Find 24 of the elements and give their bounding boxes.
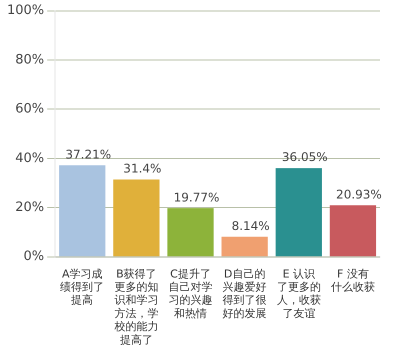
data-label: 36.05%	[282, 150, 328, 164]
data-label: 31.4%	[123, 162, 162, 176]
bar	[222, 236, 268, 256]
bar	[167, 208, 214, 256]
y-tick-label: 20%	[15, 200, 44, 215]
bar	[276, 168, 322, 256]
x-tick-label: C提升了自己对学习的兴趣和热情	[168, 267, 213, 320]
x-tick-label: E 认识了更多的人，收获了友谊	[276, 267, 321, 320]
y-tick-label: 0%	[24, 249, 44, 264]
data-label: 19.77%	[174, 190, 220, 204]
y-tick-label: 40%	[15, 150, 44, 166]
bar	[59, 165, 106, 256]
y-tick-label: 60%	[15, 102, 44, 117]
y-tick-label: 100%	[6, 3, 44, 18]
y-tick-label: 80%	[15, 52, 44, 68]
data-label: 37.21%	[65, 147, 112, 162]
data-label: 8.14%	[232, 218, 270, 233]
bar	[113, 180, 160, 256]
x-tick-label: F 没有什么收获	[330, 267, 375, 294]
x-tick-label: A学习成绩得到了提高	[60, 267, 104, 307]
data-label: 20.93%	[336, 187, 382, 202]
x-tick-label: D自己的兴趣爱好得到了很好的发展	[222, 267, 267, 320]
x-tick-label: B获得了更多的知识和学习方法，学校的能力提高了	[113, 267, 158, 346]
bar	[330, 205, 376, 256]
